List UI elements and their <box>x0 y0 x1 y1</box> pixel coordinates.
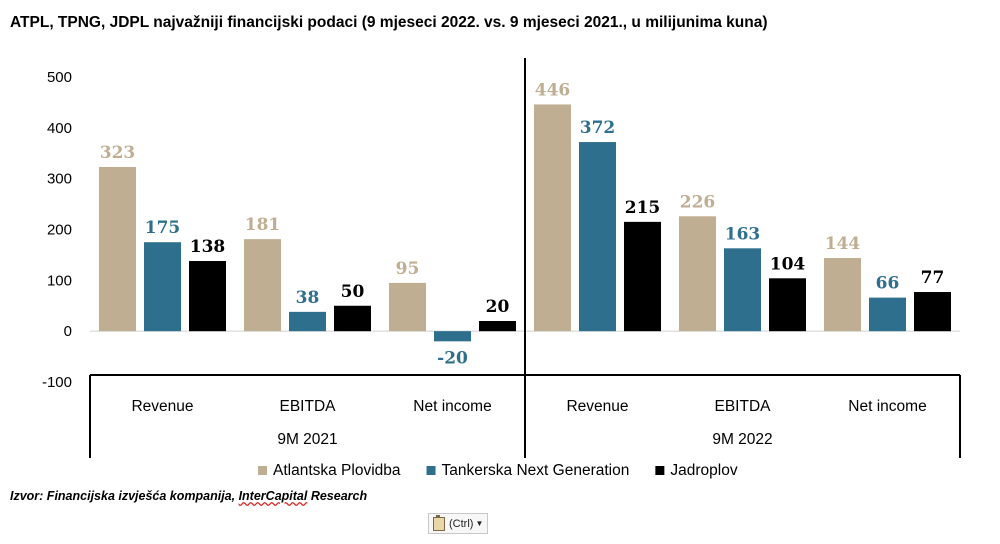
source-note: Izvor: Financijska izvješća kompanija, I… <box>10 489 367 503</box>
x-axis: Revenue EBITDA Net income Revenue EBITDA Net … <box>89 58 961 458</box>
legend-entry: Atlantska Plovidba <box>273 462 401 479</box>
bar <box>189 261 226 332</box>
data-label: 50 <box>341 282 365 302</box>
bar <box>769 278 806 332</box>
legend-swatch <box>655 466 665 475</box>
legend: Atlantska Plovidba Tankerska Next Generat… <box>258 462 738 479</box>
x-tick-label: Net income <box>413 398 491 415</box>
bar <box>434 331 471 342</box>
bar <box>579 142 616 332</box>
legend-swatch <box>258 466 267 475</box>
y-tick-label: -100 <box>42 374 72 391</box>
data-label: 77 <box>921 268 945 288</box>
legend-entry: Jadroplov <box>670 462 737 479</box>
data-label: 66 <box>876 274 900 294</box>
data-label: 20 <box>486 297 510 317</box>
paste-options-button[interactable]: (Ctrl) ▼ <box>428 513 489 534</box>
bar <box>914 292 951 332</box>
bars <box>99 104 951 342</box>
data-label: 104 <box>770 254 806 274</box>
data-label: 215 <box>625 198 661 218</box>
source-suffix: Research <box>307 489 368 503</box>
y-tick-label: 400 <box>47 120 72 137</box>
data-label: 181 <box>245 215 281 235</box>
bar <box>244 239 281 332</box>
paste-options-label: (Ctrl) <box>449 517 474 530</box>
bar <box>679 216 716 332</box>
x-tick-label: Net income <box>848 398 926 415</box>
chevron-down-icon: ▼ <box>475 519 484 528</box>
data-label: 226 <box>680 192 716 212</box>
bar <box>869 297 906 332</box>
clipboard-icon <box>433 514 445 531</box>
bar <box>99 166 136 332</box>
y-tick-label: 500 <box>47 69 72 86</box>
x-tick-label: Revenue <box>566 398 628 415</box>
chart-title: ATPL, TPNG, JDPL najvažniji financijski … <box>10 14 768 31</box>
data-label: 38 <box>296 288 320 308</box>
period-label: 9M 2021 <box>277 431 337 448</box>
legend-swatch <box>426 466 436 475</box>
bar <box>624 221 661 332</box>
data-label: 372 <box>580 118 616 138</box>
y-tick-label: 100 <box>47 272 72 289</box>
bar <box>824 257 861 332</box>
bar <box>144 242 181 332</box>
period-label: 9M 2022 <box>712 431 772 448</box>
bar <box>389 282 426 332</box>
data-label: 163 <box>725 224 761 244</box>
bar <box>334 305 371 332</box>
y-tick-label: 0 <box>64 323 72 340</box>
source-prefix: Izvor: Financijska izvješća kompanija, <box>10 489 239 503</box>
data-label: 446 <box>535 80 571 100</box>
bar <box>534 104 571 332</box>
data-labels: 323 181 95 446 226 144 175 38 -20 372 163 66 138 50 20… <box>100 80 945 368</box>
bar <box>479 321 516 332</box>
bar <box>289 311 326 332</box>
y-tick-label: 300 <box>47 171 72 188</box>
bar <box>724 248 761 332</box>
data-label: 95 <box>396 259 420 279</box>
data-label: 323 <box>100 143 136 163</box>
data-label: 175 <box>145 218 181 238</box>
data-label: 138 <box>190 237 226 257</box>
legend-entry: Tankerska Next Generation <box>442 462 630 479</box>
x-tick-label: EBITDA <box>715 398 772 415</box>
x-tick-label: Revenue <box>131 398 193 415</box>
x-tick-label: EBITDA <box>280 398 337 415</box>
source-underlined: InterCapital <box>238 489 308 503</box>
data-label: 144 <box>825 234 861 254</box>
y-tick-label: 200 <box>47 222 72 239</box>
data-label: -20 <box>437 348 468 368</box>
